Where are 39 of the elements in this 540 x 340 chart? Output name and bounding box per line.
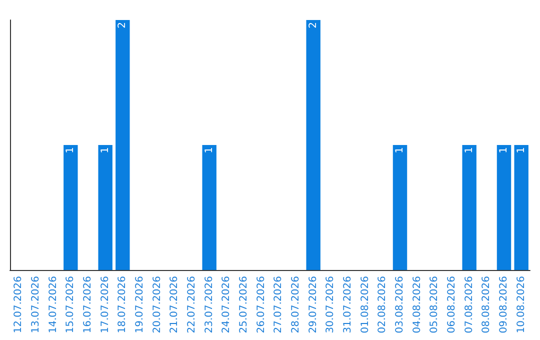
x-tick-label: 04.08.2026 — [412, 276, 423, 334]
x-tick-label: 10.08.2026 — [516, 276, 527, 334]
x-tick-label: 02.08.2026 — [377, 276, 388, 334]
x-tick-label: 23.07.2026 — [204, 276, 215, 334]
data-label: 1 — [498, 147, 510, 154]
x-tick-label: 25.07.2026 — [238, 276, 250, 334]
x-tick-label: 05.08.2026 — [429, 276, 440, 334]
data-label: 1 — [394, 147, 406, 154]
x-tick-label: 18.07.2026 — [117, 276, 128, 334]
x-tick-label: 29.07.2026 — [308, 276, 319, 334]
x-tick-label: 01.08.2026 — [360, 276, 371, 334]
x-tick-label: 03.08.2026 — [394, 276, 406, 334]
data-label: 1 — [204, 147, 215, 154]
data-label: 1 — [100, 147, 111, 154]
x-tick-label: 24.07.2026 — [221, 276, 232, 334]
x-tick-label: 12.07.2026 — [13, 276, 24, 334]
x-tick-label: 27.07.2026 — [273, 276, 284, 334]
x-tick-label: 20.07.2026 — [152, 276, 163, 334]
x-tick-label: 17.07.2026 — [100, 276, 111, 334]
data-label: 1 — [464, 147, 475, 154]
x-tick-label: 13.07.2026 — [30, 276, 42, 334]
data-label: 1 — [65, 147, 76, 154]
x-tick-label: 07.08.2026 — [464, 276, 475, 334]
data-label: 1 — [516, 147, 527, 154]
x-tick-label: 14.07.2026 — [48, 276, 59, 334]
x-tick-label: 26.07.2026 — [256, 276, 267, 334]
x-tick-label: 19.07.2026 — [134, 276, 146, 334]
x-tick-label: 16.07.2026 — [82, 276, 94, 334]
x-tick-label: 15.07.2026 — [65, 276, 76, 334]
data-label: 2 — [308, 22, 319, 28]
x-tick-label: 31.07.2026 — [342, 276, 354, 334]
x-tick-label: 09.08.2026 — [498, 276, 510, 334]
x-tick-label: 21.07.2026 — [169, 276, 180, 334]
data-label: 2 — [117, 22, 128, 28]
x-tick-label: 06.08.2026 — [446, 276, 458, 334]
x-tick-label: 08.08.2026 — [481, 276, 492, 334]
x-tick-label: 28.07.2026 — [290, 276, 302, 334]
x-tick-label: 22.07.2026 — [186, 276, 198, 334]
x-tick-label: 30.07.2026 — [325, 276, 336, 334]
